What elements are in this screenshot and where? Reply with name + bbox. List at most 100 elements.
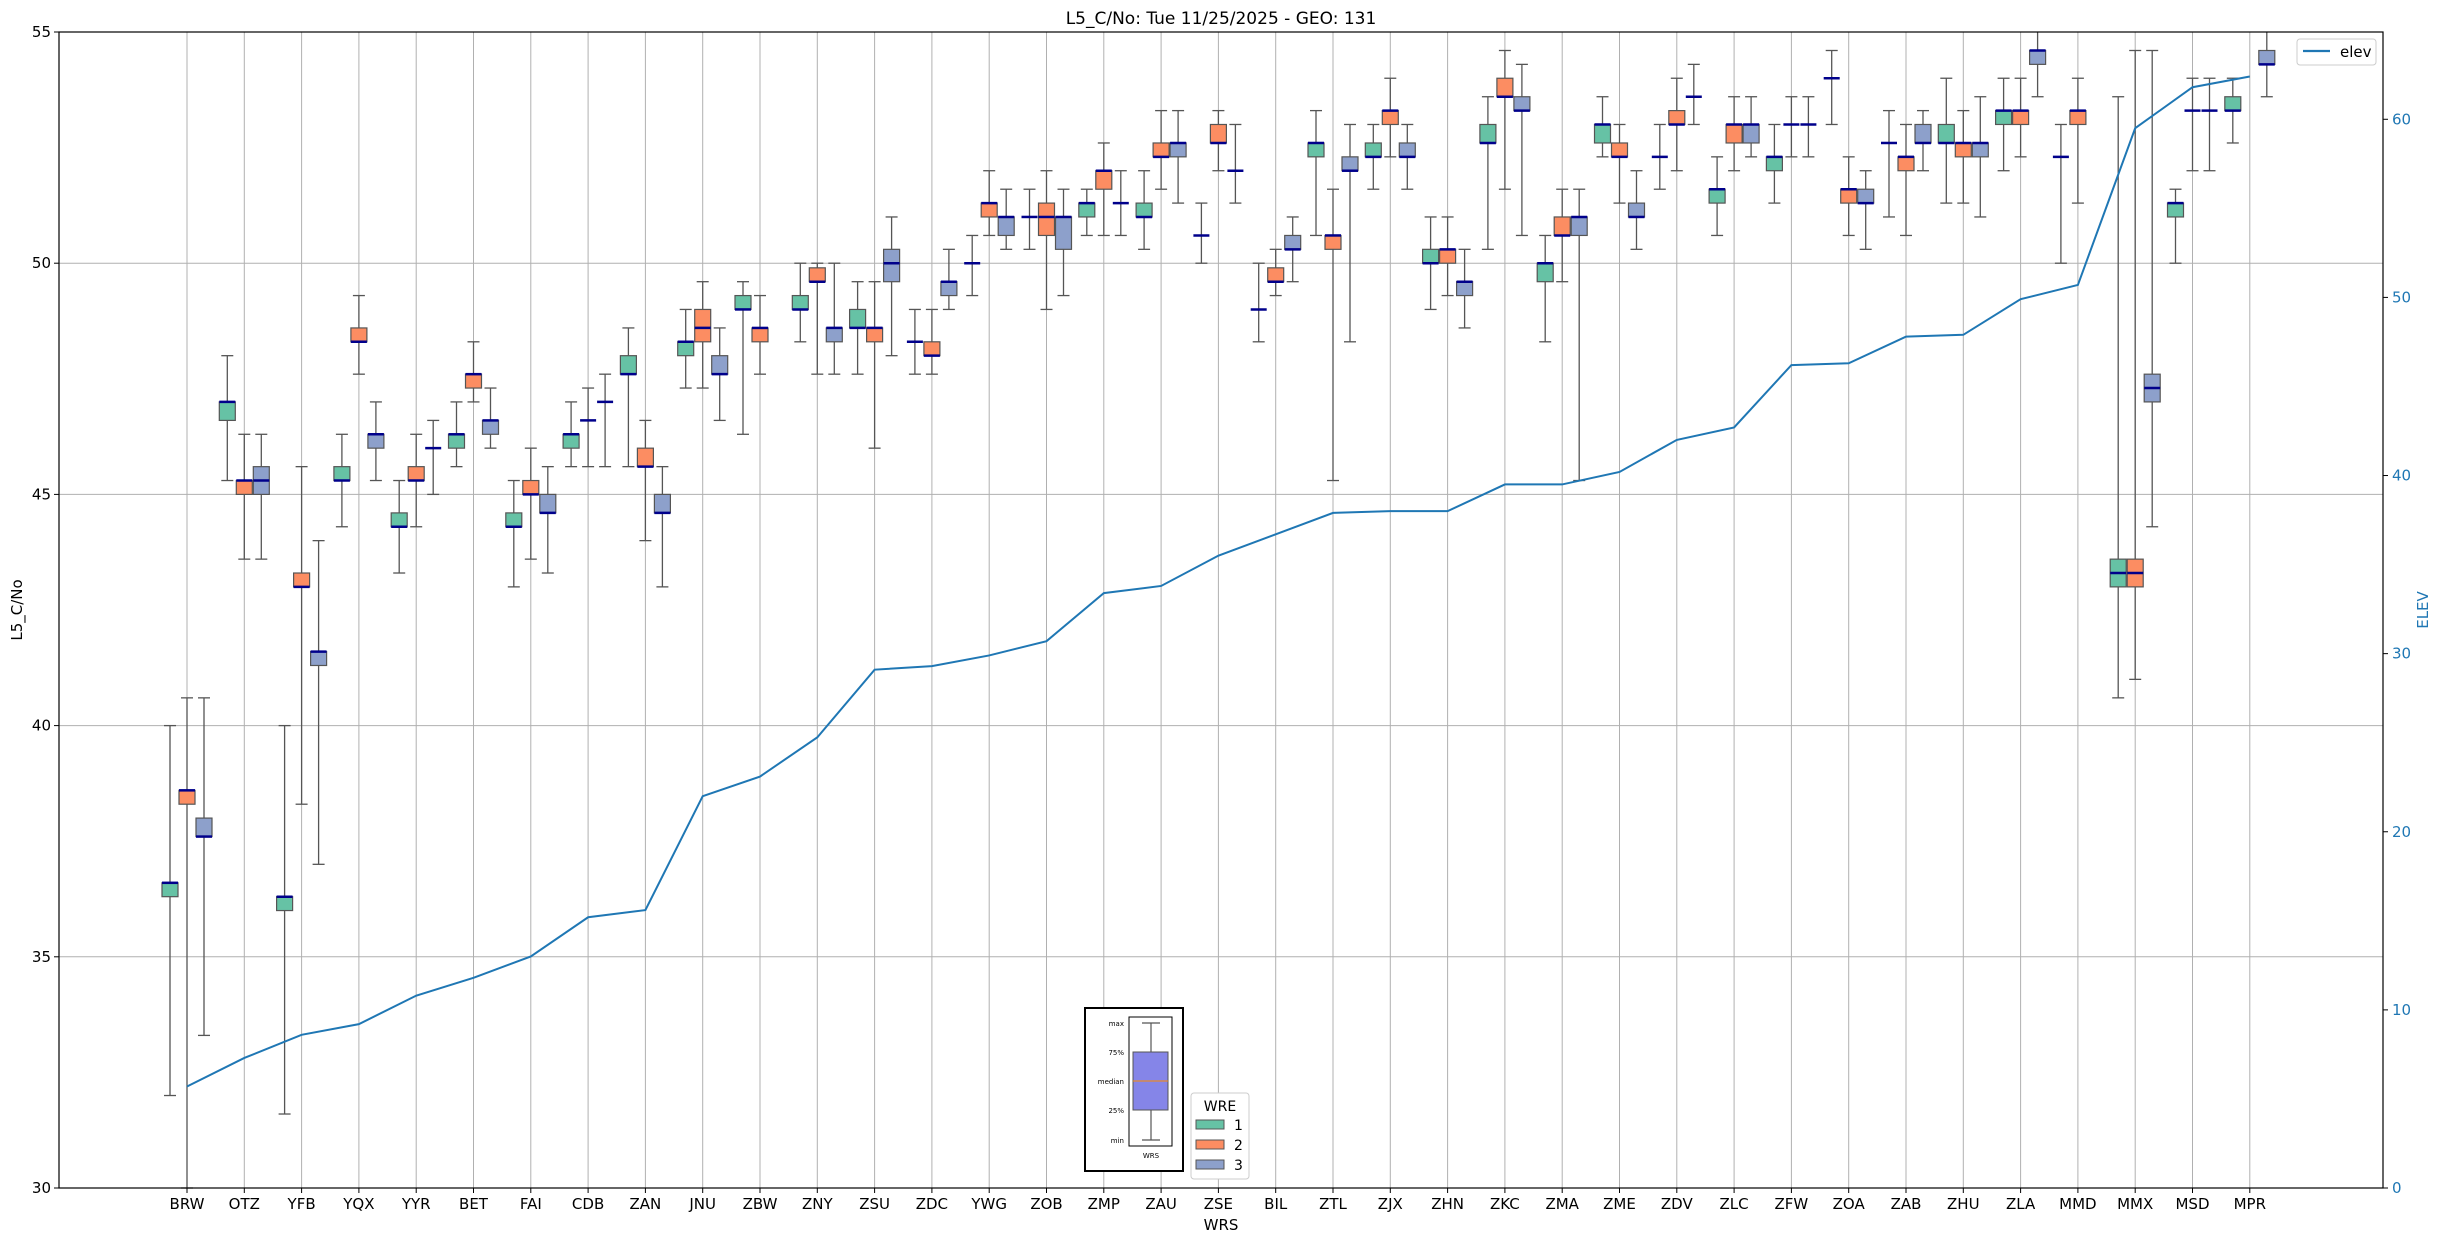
- y2-tick-label: 50: [2392, 288, 2411, 306]
- wre-legend-swatch-3: [1195, 1159, 1225, 1170]
- box-wre-2: [407, 466, 425, 482]
- box-wre-2: [1840, 188, 1858, 204]
- box-wre-2: [980, 202, 998, 218]
- box-wre-2: [1267, 267, 1285, 283]
- box-wre-2: [923, 341, 941, 357]
- box-wre-3: [1914, 123, 1932, 144]
- box-wre-1: [1364, 142, 1382, 158]
- box-wre-2: [2069, 110, 2087, 126]
- box-wre-3: [653, 493, 672, 514]
- box-wre-1: [2166, 202, 2185, 218]
- box-wre-2: [636, 447, 655, 468]
- box-wre-2: [694, 308, 712, 343]
- inset-label-max: max: [1109, 1020, 1124, 1028]
- y-tick-label: 45: [32, 485, 51, 503]
- chart-title: L5_C/No: Tue 11/25/2025 - GEO: 131: [1066, 9, 1377, 29]
- y-axis-left: 30 35 40 45 50 55: [32, 23, 59, 1197]
- box-wre-2: [464, 373, 483, 389]
- box-wre-2: [865, 327, 884, 343]
- x-tick-label: MSD: [2175, 1195, 2209, 1213]
- wre-legend-title: WRE: [1204, 1099, 1236, 1115]
- box-wre-3: [195, 817, 213, 838]
- box-wre-1: [1765, 156, 1784, 172]
- y-axis-right: 0 10 20 30 40 50 60: [2383, 110, 2411, 1197]
- box-wre-2: [1438, 248, 1457, 264]
- box-wre-2: [235, 479, 253, 496]
- x-tick-label: ZHN: [1431, 1195, 1464, 1213]
- box-wre-1: [333, 466, 351, 482]
- box-wre-3: [1742, 123, 1760, 144]
- x-tick-label: BIL: [1264, 1195, 1288, 1213]
- box-wre-1: [619, 355, 638, 375]
- wre-legend-label-1: 1: [1234, 1118, 1243, 1134]
- inset-label-q1: 25%: [1108, 1107, 1124, 1115]
- y2-tick-label: 0: [2392, 1179, 2402, 1197]
- x-tick-label: CDB: [572, 1195, 604, 1213]
- box-wre-1: [848, 308, 867, 329]
- wre-legend: WRE 1 2 3: [1190, 1092, 1250, 1180]
- box-wre-2: [1954, 142, 1972, 158]
- x-tick-label: BET: [459, 1195, 489, 1213]
- inset-label-median: median: [1098, 1078, 1124, 1086]
- box-wre-2: [522, 479, 540, 496]
- box-wre-3: [1341, 156, 1359, 172]
- x-tick-label: ZOB: [1030, 1195, 1062, 1213]
- box-wre-3: [367, 433, 385, 449]
- x-tick-label: MPR: [2234, 1195, 2266, 1213]
- box-wre-2: [1496, 77, 1514, 98]
- box-wre-3: [1627, 202, 1646, 218]
- box-wre-2: [1037, 202, 1056, 237]
- x-tick-label: ZLC: [1720, 1195, 1749, 1213]
- y2-tick-label: 40: [2392, 467, 2411, 485]
- box-wre-2: [1152, 142, 1170, 158]
- x-tick-label: JNU: [688, 1195, 716, 1213]
- box-wre-1: [2224, 96, 2242, 112]
- x-tick-label: ZNY: [802, 1195, 833, 1213]
- box-wre-2: [1381, 110, 1399, 126]
- x-tick-label: BRW: [170, 1195, 205, 1213]
- elev-series: [186, 75, 2250, 1088]
- box-wre-1: [161, 882, 179, 898]
- x-tick-label: ZAB: [1891, 1195, 1922, 1213]
- box-wre-3: [539, 493, 557, 514]
- box-wre-2: [1725, 123, 1743, 144]
- x-tick-label: MMX: [2117, 1195, 2153, 1213]
- box-wre-1: [1307, 142, 1325, 158]
- box-wre-2: [350, 327, 368, 343]
- wre-legend-swatch-2: [1195, 1139, 1225, 1150]
- y2-tick-label: 60: [2392, 110, 2411, 128]
- box-wre-3: [1513, 96, 1531, 112]
- y-tick-label: 35: [32, 948, 51, 966]
- x-tick-label: ZJX: [1378, 1195, 1403, 1213]
- box-wre-3: [2028, 49, 2047, 65]
- box-wre-3: [825, 327, 843, 343]
- box-wre-2: [751, 327, 769, 343]
- x-tick-label: YWG: [970, 1195, 1007, 1213]
- x-tick-label: FAI: [520, 1195, 542, 1213]
- x-tick-label: ZAN: [630, 1195, 662, 1213]
- box-wre-1: [1937, 123, 1955, 144]
- box-wre-1: [1536, 262, 1554, 283]
- x-tick-label: MMD: [2059, 1195, 2096, 1213]
- box-wre-1: [1708, 188, 1726, 204]
- box-wre-2: [808, 267, 826, 283]
- box-wre-2: [178, 789, 196, 805]
- elev-legend-label: elev: [2340, 43, 2372, 61]
- box-wre-1: [1135, 202, 1153, 218]
- x-tick-label: ZOA: [1833, 1195, 1866, 1213]
- inset-xlabel: WRS: [1143, 1152, 1160, 1160]
- y2-tick-label: 20: [2392, 823, 2411, 841]
- x-tick-label: ZDV: [1661, 1195, 1694, 1213]
- elev-legend: elev: [2296, 38, 2377, 66]
- box-wre-3: [1971, 142, 1989, 158]
- box-wre-3: [2258, 49, 2276, 65]
- box-wre-1: [1593, 123, 1612, 144]
- x-tick-label: YYR: [401, 1195, 431, 1213]
- box-wre-2: [2011, 110, 2030, 126]
- boxplot-key-inset: max 75% median 25% min WRS: [1084, 1007, 1184, 1172]
- elev-line: [186, 75, 2250, 1088]
- box-wre-1: [1421, 248, 1440, 264]
- x-tick-label: OTZ: [229, 1195, 260, 1213]
- x-tick-label: ZTL: [1319, 1195, 1347, 1213]
